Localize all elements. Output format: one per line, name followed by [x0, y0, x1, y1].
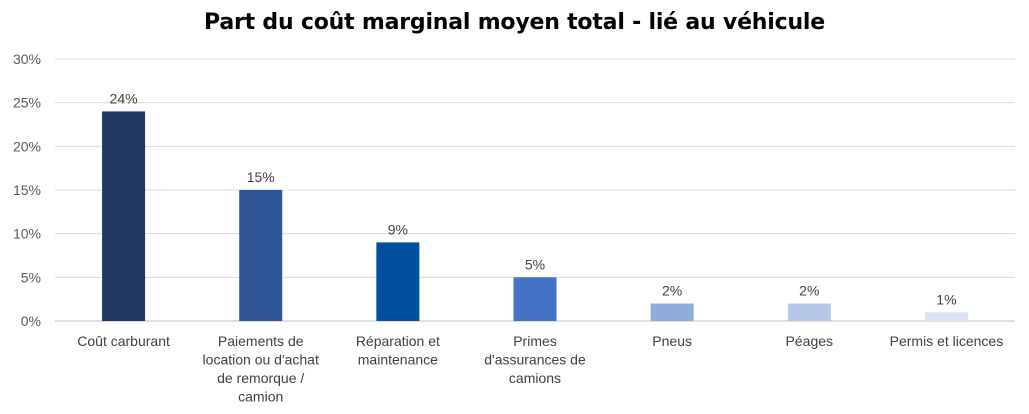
y-tick-label: 5% — [21, 269, 41, 285]
chart-title: Part du coût marginal moyen total - lié … — [204, 10, 825, 35]
data-label: 24% — [110, 90, 138, 106]
bar — [513, 277, 557, 321]
x-tick-label-line: camions — [509, 370, 561, 386]
x-tick-label-line: camion — [238, 389, 283, 405]
data-label: 1% — [936, 291, 956, 307]
x-tick-label: Permis et licences — [890, 333, 1004, 349]
x-tick-label-line: d'assurances de — [484, 352, 586, 368]
y-tick-label: 30% — [13, 51, 41, 67]
x-tick-label: Primes d'assurances de camions — [484, 333, 586, 386]
x-tick-label: Paiements de location ou d'achat de remorq… — [203, 333, 319, 405]
bar — [650, 303, 694, 321]
y-tick-label: 10% — [13, 226, 41, 242]
x-tick-label: Pneus — [652, 333, 692, 349]
y-tick-label: 0% — [21, 313, 41, 329]
bar — [924, 312, 968, 321]
y-tick-label: 25% — [13, 95, 41, 111]
x-tick-label-line: Péages — [786, 333, 833, 349]
x-tick-label: Réparation et maintenance — [356, 333, 440, 368]
data-label: 2% — [799, 283, 819, 299]
y-tick-label: 15% — [13, 182, 41, 198]
x-tick-label-line: de remorque / — [217, 370, 304, 386]
x-tick-label-line: Primes — [513, 333, 557, 349]
bar — [239, 190, 283, 321]
x-tick-label-line: Permis et licences — [890, 333, 1004, 349]
data-label: 5% — [525, 256, 545, 272]
x-tick-label: Péages — [786, 333, 833, 349]
data-label: 15% — [247, 169, 275, 185]
x-tick-label-line: maintenance — [358, 352, 438, 368]
data-label: 2% — [662, 283, 682, 299]
x-tick-label: Coût carburant — [77, 333, 170, 349]
x-tick-label-line: Pneus — [652, 333, 692, 349]
x-tick-label-line: location ou d'achat — [203, 352, 319, 368]
x-tick-label-line: Coût carburant — [77, 333, 170, 349]
bar — [376, 242, 420, 321]
x-tick-label-line: Réparation et — [356, 333, 440, 349]
bar — [787, 303, 831, 321]
x-tick-label-line: Paiements de — [218, 333, 304, 349]
data-label: 9% — [388, 221, 408, 237]
y-tick-label: 20% — [13, 138, 41, 154]
bar — [102, 111, 146, 322]
